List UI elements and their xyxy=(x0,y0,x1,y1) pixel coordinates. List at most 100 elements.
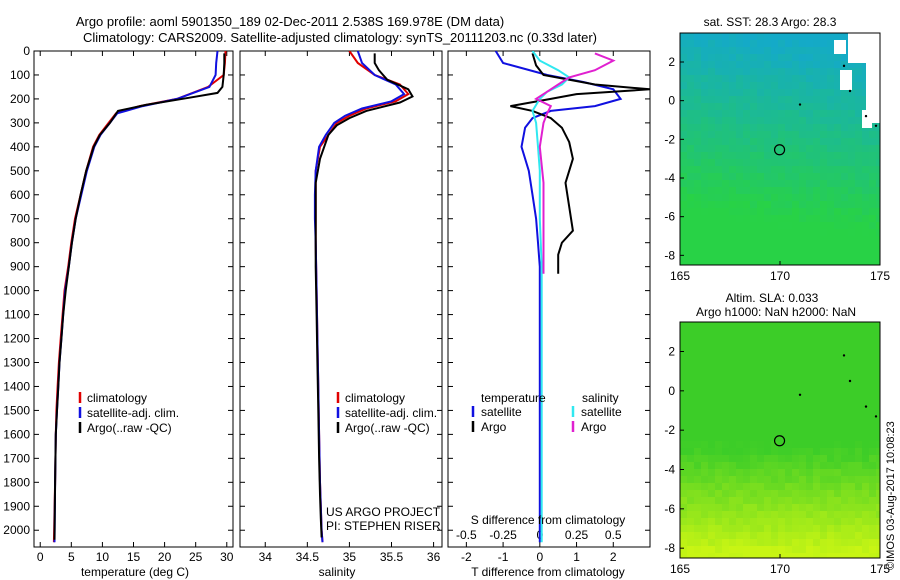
p-sst-cell xyxy=(708,131,716,139)
p-sla-cell xyxy=(862,371,870,379)
p-sla-cell xyxy=(862,350,870,358)
p-sst-cell xyxy=(743,208,751,216)
p-sla-cell xyxy=(862,553,870,558)
p-sst-cell xyxy=(708,33,716,41)
p-sla-ytick-label: -8 xyxy=(664,541,675,555)
p-sst-cell xyxy=(862,173,870,181)
p-sla-cell xyxy=(820,378,828,386)
p-sla-cell xyxy=(876,434,880,442)
p-sst-cell xyxy=(736,117,744,125)
p-sst-cell xyxy=(750,187,758,195)
p-sla-cell xyxy=(771,497,779,505)
p-sla-cell xyxy=(736,322,744,330)
p-sla-cell xyxy=(736,448,744,456)
p-sla-cell xyxy=(792,483,800,491)
p-sla-cell xyxy=(729,420,737,428)
p-sst-cell xyxy=(799,131,807,139)
p-sst-cell xyxy=(862,145,870,153)
p-sst-cell xyxy=(701,131,709,139)
p-sla-cell xyxy=(743,455,751,463)
p-sla-cell xyxy=(799,455,807,463)
p-sst-cell xyxy=(694,194,702,202)
p-sst-cell xyxy=(827,131,835,139)
p-sla-cell xyxy=(722,329,730,337)
p-sla-cell xyxy=(869,518,877,526)
p-sla-cell xyxy=(792,427,800,435)
p-sla-cell xyxy=(806,455,814,463)
p-sla-cell xyxy=(869,469,877,477)
p-sst-cell xyxy=(743,89,751,97)
p-sst-cell xyxy=(841,180,849,188)
p-sst-cell xyxy=(820,257,828,265)
p-sst-cell xyxy=(778,166,786,174)
p-sst-cell xyxy=(869,180,877,188)
p-sla-cell xyxy=(729,518,737,526)
p-sst-cell xyxy=(694,187,702,195)
p-sla-cell xyxy=(834,350,842,358)
p-sst-cell xyxy=(687,208,695,216)
p-sst-cell xyxy=(813,180,821,188)
p-sla-cell xyxy=(778,469,786,477)
p-sla-cell xyxy=(827,518,835,526)
p-sst-cell xyxy=(715,47,723,55)
p-sst-cell xyxy=(806,89,814,97)
p-sst-cell xyxy=(736,208,744,216)
p-sla-cell xyxy=(785,483,793,491)
p-sla-cell xyxy=(806,504,814,512)
p-sla-cell xyxy=(680,448,688,456)
p-sst-cell xyxy=(694,89,702,97)
p-sst-cell xyxy=(771,173,779,181)
p-sla-cell xyxy=(764,371,772,379)
p-sla-cell xyxy=(701,434,709,442)
p-sst-cell xyxy=(834,61,842,69)
p-sst-cell xyxy=(820,68,828,76)
p-sla-cell xyxy=(806,364,814,372)
p-sla-cell xyxy=(813,462,821,470)
p-sst-cell xyxy=(792,215,800,223)
p-sst-cell xyxy=(841,222,849,230)
p-sla-cell xyxy=(869,455,877,463)
p-sst-field xyxy=(680,33,880,265)
p-sla-cell xyxy=(862,399,870,407)
p-sst-cell xyxy=(841,173,849,181)
p-sla-cell xyxy=(708,322,716,330)
p-sst-cell xyxy=(757,229,765,237)
p-sla-cell xyxy=(694,539,702,547)
p-sla-cell xyxy=(820,329,828,337)
p-sst-cell xyxy=(778,208,786,216)
p-sla-cell xyxy=(771,441,779,449)
p-sst-cell xyxy=(771,257,779,265)
p-sst-cell xyxy=(827,173,835,181)
p-sst-cell xyxy=(757,40,765,48)
p-sst-cell xyxy=(806,250,814,258)
p-sla-cell xyxy=(876,385,880,393)
p-sla-cell xyxy=(841,406,849,414)
p-sla-cell xyxy=(799,462,807,470)
p-diff-xtick-top-label: 0.25 xyxy=(565,528,589,542)
p-sst-cell xyxy=(778,75,786,83)
p-sst-cell xyxy=(694,257,702,265)
p-sst-cell xyxy=(736,131,744,139)
p-sla-cell xyxy=(715,329,723,337)
diff-legend-label: Argo xyxy=(481,420,507,434)
p-sst-cell xyxy=(806,180,814,188)
p-sla-cell xyxy=(743,385,751,393)
p-sst-cell xyxy=(869,257,877,265)
p-sst-cell xyxy=(722,215,730,223)
p-sst-cell xyxy=(848,159,856,167)
p-sst-argo-marker xyxy=(773,144,786,156)
p-sst-cell xyxy=(806,173,814,181)
p-sst-cell xyxy=(799,117,807,125)
p-sla-cell xyxy=(722,364,730,372)
p-sst-cell xyxy=(806,229,814,237)
p-sst-cell xyxy=(869,173,877,181)
p-sla-cell xyxy=(834,378,842,386)
p-sst-cell xyxy=(862,257,870,265)
p-sla-cell xyxy=(862,392,870,400)
p-sst-cell xyxy=(869,201,877,209)
p-sst-cell xyxy=(757,173,765,181)
p-sst-cell xyxy=(848,131,856,139)
p-sla-cell xyxy=(743,322,751,330)
diff-legend-temperature-header: temperature xyxy=(481,391,546,405)
p-sla-cell xyxy=(764,483,772,491)
